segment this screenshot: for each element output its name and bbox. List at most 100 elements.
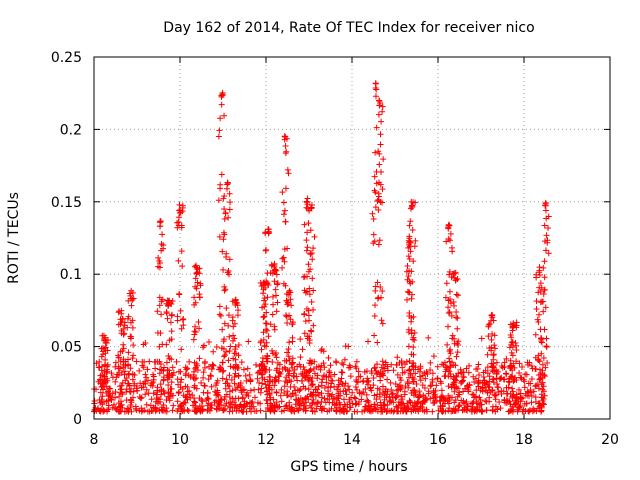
data-point <box>221 192 228 199</box>
data-point <box>221 336 228 343</box>
data-point <box>166 373 173 380</box>
data-point <box>447 350 454 357</box>
data-point <box>284 367 291 374</box>
data-point <box>130 352 137 359</box>
data-point <box>232 297 239 304</box>
data-point <box>372 149 379 156</box>
data-point <box>300 363 307 370</box>
data-point <box>318 398 325 405</box>
data-point <box>321 384 328 391</box>
data-point <box>405 343 412 350</box>
data-point <box>222 380 229 387</box>
data-point <box>262 326 269 333</box>
data-point <box>273 367 280 374</box>
data-point <box>222 286 229 293</box>
data-point <box>296 361 303 368</box>
data-point <box>208 383 215 390</box>
data-point <box>149 407 156 414</box>
data-point <box>265 230 272 237</box>
data-point <box>227 199 234 206</box>
data-point <box>243 408 250 415</box>
data-point <box>262 369 269 376</box>
data-point <box>388 361 395 368</box>
data-point <box>157 219 164 226</box>
data-point <box>370 375 377 382</box>
data-point <box>503 397 510 404</box>
data-point <box>264 391 271 398</box>
data-point <box>536 403 543 410</box>
data-point <box>118 386 125 393</box>
data-point <box>174 398 181 405</box>
data-point <box>411 329 418 336</box>
data-point <box>309 381 316 388</box>
data-point <box>509 372 516 379</box>
data-point <box>121 330 128 337</box>
data-point <box>169 407 176 414</box>
data-point <box>333 407 340 414</box>
data-point <box>447 363 454 370</box>
data-point <box>487 317 494 324</box>
data-point <box>364 407 371 414</box>
data-point <box>163 408 170 415</box>
data-point <box>310 389 317 396</box>
data-point <box>273 399 280 406</box>
data-point <box>491 332 498 339</box>
data-point <box>363 379 370 386</box>
data-point <box>245 338 252 345</box>
data-point <box>104 361 111 368</box>
data-point <box>302 396 309 403</box>
data-point <box>452 405 459 412</box>
data-point <box>446 268 453 275</box>
data-point <box>301 221 308 228</box>
data-point <box>485 323 492 330</box>
data-point <box>190 336 197 343</box>
data-point <box>298 377 305 384</box>
data-point <box>342 380 349 387</box>
data-point <box>491 345 498 352</box>
data-point <box>490 352 497 359</box>
data-point <box>428 382 435 389</box>
data-point <box>128 295 135 302</box>
data-point <box>538 335 545 342</box>
data-point <box>408 204 415 211</box>
data-point <box>541 286 548 293</box>
data-point <box>309 400 316 407</box>
data-point <box>116 408 123 415</box>
data-point <box>278 408 285 415</box>
data-point <box>515 386 522 393</box>
data-point <box>199 398 206 405</box>
data-point <box>257 367 264 374</box>
data-point <box>179 204 186 211</box>
data-point <box>95 364 102 371</box>
data-point <box>494 384 501 391</box>
data-point <box>125 356 132 363</box>
data-point <box>394 354 401 361</box>
data-point <box>281 364 288 371</box>
data-point <box>544 237 551 244</box>
data-point <box>411 337 418 344</box>
data-point <box>174 376 181 383</box>
data-point <box>210 362 217 369</box>
data-point <box>537 288 544 295</box>
data-point <box>542 201 549 208</box>
data-point <box>404 276 411 283</box>
data-point <box>246 371 253 378</box>
data-point <box>258 385 265 392</box>
data-point <box>191 301 198 308</box>
data-point <box>375 111 382 118</box>
data-point <box>477 396 484 403</box>
chart-title: Day 162 of 2014, Rate Of TEC Index for r… <box>163 20 534 36</box>
data-point <box>232 356 239 363</box>
data-point <box>196 325 203 332</box>
data-point <box>410 407 417 414</box>
data-point <box>489 330 496 337</box>
data-point <box>541 238 548 245</box>
data-point <box>505 408 512 415</box>
data-point <box>165 381 172 388</box>
data-point <box>398 393 405 400</box>
data-point <box>327 362 334 369</box>
data-point <box>469 406 476 413</box>
data-point <box>254 375 261 382</box>
data-point <box>168 328 175 335</box>
data-point <box>497 405 504 412</box>
